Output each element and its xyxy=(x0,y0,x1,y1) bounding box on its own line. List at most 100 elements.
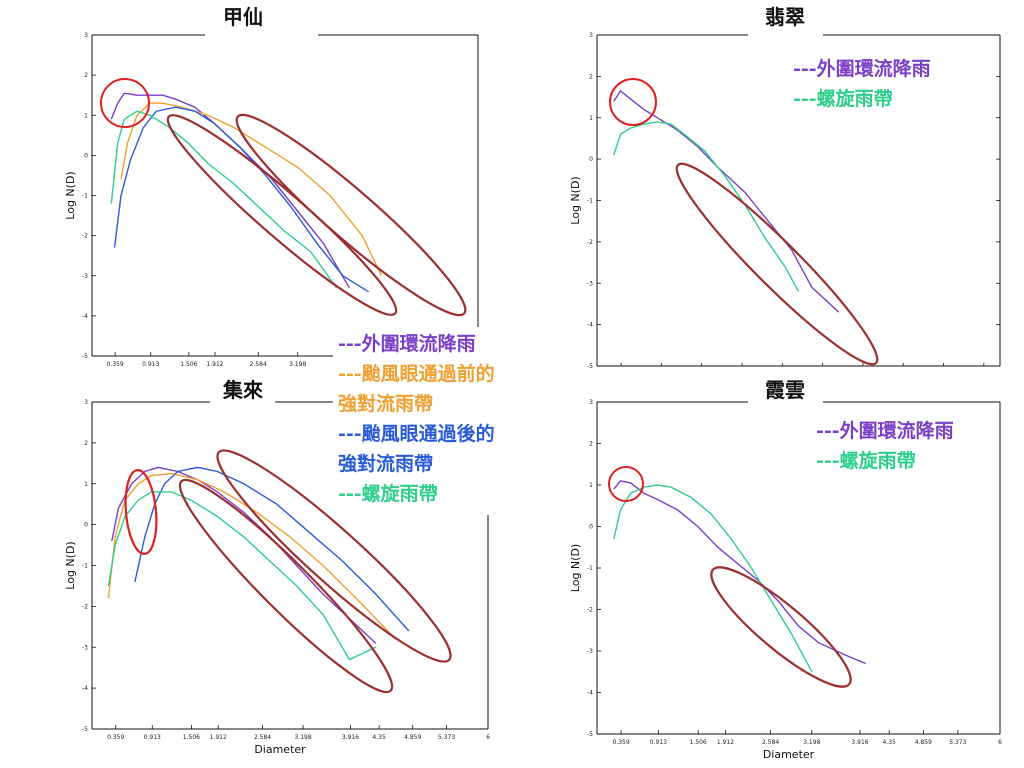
chart-panel-feicui: 翡翠 -5 -4 -3 -2 -1 0 1 2 3 Log N(D) xyxy=(569,5,1001,370)
y-tick-label: -1 xyxy=(82,193,88,200)
highlight-ellipse xyxy=(710,566,852,688)
y-tick-label: 3 xyxy=(84,399,88,406)
y-tick-label: -2 xyxy=(82,233,88,240)
legend-outer: ---外圍環流降雨 xyxy=(793,57,931,80)
legend-outer: ---外圍環流降雨 xyxy=(816,419,954,442)
y-tick-label: -4 xyxy=(587,322,593,329)
legend-spiral: ---螺旋雨帶 xyxy=(793,87,893,110)
x-tick-label: 2.584 xyxy=(762,739,779,746)
x-tick-label: 0.359 xyxy=(107,361,124,368)
legend-outer: ---外圍環流降雨 xyxy=(338,332,476,355)
x-tick-label: 1.912 xyxy=(206,361,223,368)
highlight-ellipse xyxy=(124,469,158,555)
legend-spiral: ---螺旋雨帶 xyxy=(338,482,438,505)
highlight-ellipse xyxy=(235,113,467,317)
y-tick-label: 2 xyxy=(84,440,88,447)
y-tick-label: 2 xyxy=(84,72,88,79)
highlight-ellipse xyxy=(166,114,398,316)
chart-title: 甲仙 xyxy=(223,5,263,29)
y-tick-label: -2 xyxy=(587,239,593,246)
x-tick-label: 1.912 xyxy=(210,734,227,741)
y-tick-label: 1 xyxy=(589,115,593,122)
series-line-before xyxy=(120,102,383,277)
x-tick-label: 3.916 xyxy=(342,734,359,741)
x-tick-label: 2.584 xyxy=(254,734,271,741)
x-tick-label: 4.859 xyxy=(915,739,932,746)
y-tick-label: -1 xyxy=(82,563,88,570)
x-tick-label: 0.359 xyxy=(613,739,630,746)
y-tick-label: 0 xyxy=(84,522,88,529)
chart-title: 集來 xyxy=(222,378,263,402)
x-tick-label: 4.859 xyxy=(404,734,421,741)
x-tick-label: 5.373 xyxy=(438,734,455,741)
y-tick-label: -3 xyxy=(587,648,593,655)
y-tick-label: -3 xyxy=(82,273,88,280)
chart-title: 霞雲 xyxy=(765,378,805,402)
legend-xiayun: ---外圍環流降雨 ---螺旋雨帶 xyxy=(816,419,954,472)
x-tick-label: 4.35 xyxy=(372,734,386,741)
highlight-circle xyxy=(100,78,150,128)
series-line-spiral xyxy=(613,121,800,292)
highlight-circle xyxy=(608,466,644,502)
x-tick-label: 4.35 xyxy=(882,739,896,746)
y-tick-label: 3 xyxy=(589,32,593,39)
y-tick-label: 0 xyxy=(84,152,88,159)
y-tick-label: 1 xyxy=(589,482,593,489)
chart-panel-xiayun: 霞雲 -5 -4 -3 -2 -1 0 1 2 3 0.359 0.913 1.506 1.912 2.5… xyxy=(569,378,1002,761)
x-tick-label: 2.584 xyxy=(250,361,267,368)
series-line-spiral xyxy=(613,484,813,673)
y-tick-label: 0 xyxy=(589,156,593,163)
series-line-outer xyxy=(110,92,350,289)
y-tick-label: 0 xyxy=(589,524,593,531)
series-line-outer xyxy=(613,89,840,313)
chart-title: 翡翠 xyxy=(765,5,805,29)
y-axis-label: Log N(D) xyxy=(569,176,582,224)
series-line-after xyxy=(113,106,369,293)
legend-main: ---外圍環流降雨 ---颱風眼通過前的 強對流雨帶 ---颱風眼通過後的 強對… xyxy=(333,327,495,515)
x-tick-label: 6 xyxy=(486,734,490,741)
y-axis-label: Log N(D) xyxy=(64,171,77,219)
y-tick-label: -4 xyxy=(82,313,88,320)
y-tick-label: 1 xyxy=(84,112,88,119)
x-tick-label: 5.373 xyxy=(949,739,966,746)
y-tick-label: -3 xyxy=(82,644,88,651)
legend-after-cont: 強對流雨帶 xyxy=(338,452,433,475)
x-tick-label: 1.506 xyxy=(183,734,200,741)
y-tick-label: 1 xyxy=(84,481,88,488)
y-tick-label: -1 xyxy=(587,565,593,572)
series-line-outer xyxy=(613,480,866,665)
y-axis-label: Log N(D) xyxy=(64,541,77,589)
y-tick-label: -5 xyxy=(82,353,88,360)
x-tick-label: 0.913 xyxy=(142,361,159,368)
x-tick-label: 3.198 xyxy=(294,734,311,741)
legend-before: ---颱風眼通過前的 xyxy=(338,362,495,385)
legend-after: ---颱風眼通過後的 xyxy=(338,422,495,445)
chart-panel-jilai: 集來 -5 -4 -3 -2 -1 0 1 2 3 0.359 0.913 1.506 1.912 2.5… xyxy=(64,378,490,756)
chart-panel-jiaxian: 甲仙 -5 -4 -3 -2 -1 0 1 2 3 0.359 0.913 1.506 1.912 2.5… xyxy=(64,5,479,368)
y-tick-label: -5 xyxy=(82,726,88,733)
x-tick-label: 3.916 xyxy=(851,739,868,746)
legend-spiral: ---螺旋雨帶 xyxy=(816,449,916,472)
x-tick-label: 0.913 xyxy=(144,734,161,741)
x-tick-label: 0.359 xyxy=(107,734,124,741)
x-axis-label: Diameter xyxy=(254,743,306,756)
y-tick-label: -5 xyxy=(587,731,593,738)
y-tick-label: 3 xyxy=(84,32,88,39)
series-line-outer xyxy=(111,466,377,644)
y-tick-label: 2 xyxy=(589,73,593,80)
legend-background xyxy=(333,327,491,515)
y-tick-label: -1 xyxy=(587,198,593,205)
series-line-spiral xyxy=(110,110,338,289)
y-tick-label: -4 xyxy=(587,690,593,697)
y-tick-label: -2 xyxy=(82,603,88,610)
x-tick-label: 3.198 xyxy=(803,739,820,746)
legend-feicui: ---外圍環流降雨 ---螺旋雨帶 xyxy=(793,57,931,110)
y-axis-label: Log N(D) xyxy=(569,544,582,592)
x-axis-label: Diameter xyxy=(763,748,815,761)
highlight-circle xyxy=(609,78,657,126)
x-tick-label: 1.506 xyxy=(180,361,197,368)
highlight-ellipse xyxy=(216,449,452,663)
y-tick-label: -4 xyxy=(82,685,88,692)
highlight-ellipse xyxy=(178,478,394,694)
